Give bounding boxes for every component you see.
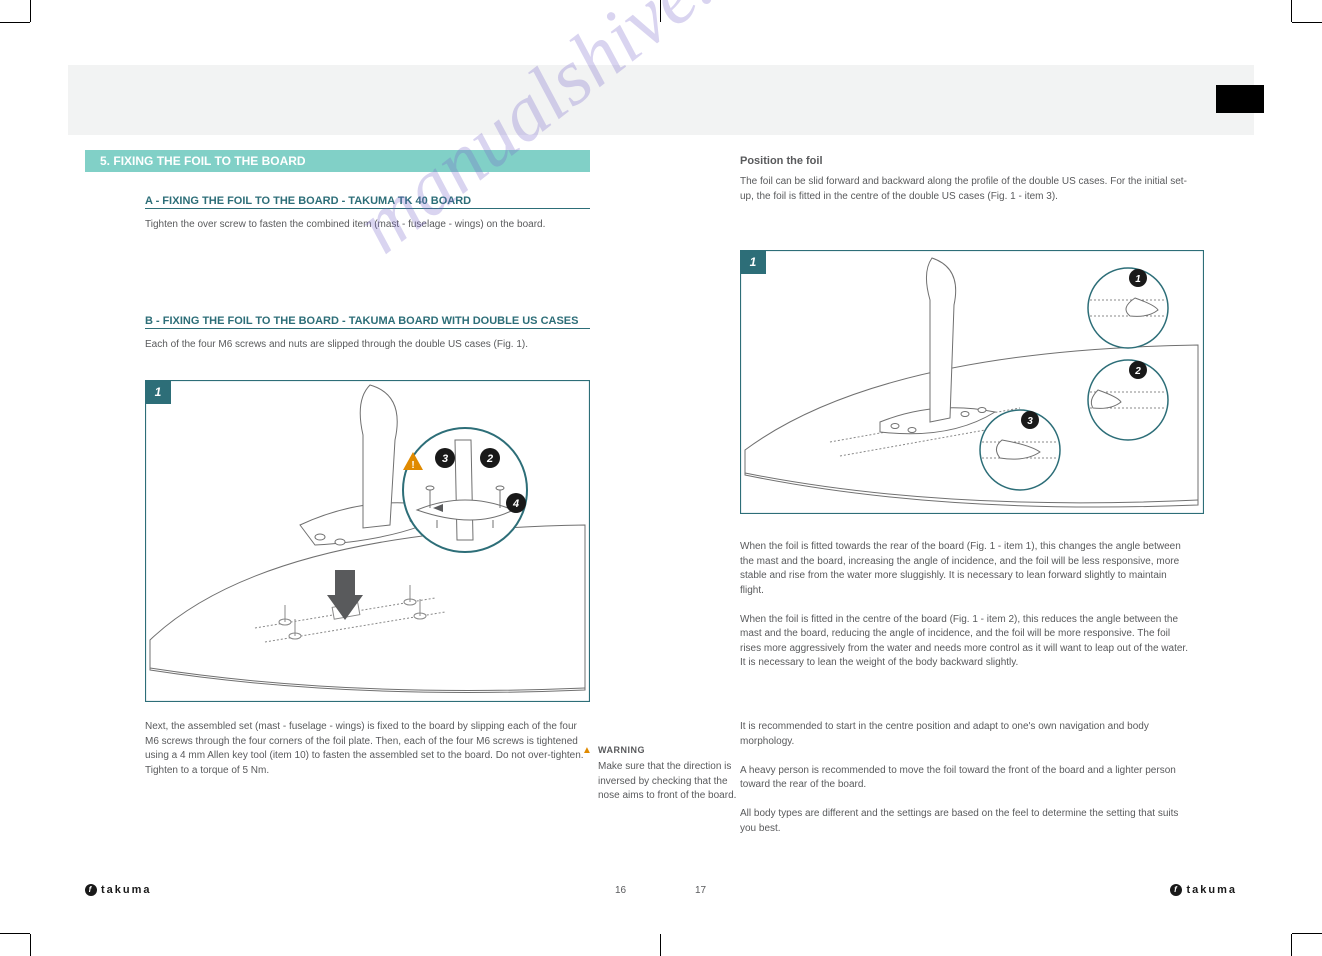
warning-body: Make sure that the direction is inversed… — [598, 760, 738, 804]
heading-b: B - FIXING THE FOIL TO THE BOARD - TAKUM… — [145, 315, 578, 327]
detail-1: 1 — [1088, 268, 1168, 348]
svg-text:4: 4 — [512, 498, 519, 510]
brand-text: takuma — [1186, 884, 1237, 896]
page-tab — [1216, 85, 1264, 113]
warning-label: WARNING — [598, 745, 645, 755]
body-a: Tighten the over screw to fasten the com… — [145, 218, 590, 233]
crop-mark — [30, 934, 31, 956]
manual-page-spread: 5. FIXING THE FOIL TO THE BOARD A - FIXI… — [0, 0, 1322, 956]
body-b: Each of the four M6 screws and nuts are … — [145, 338, 590, 353]
figure-1-right: 1 2 3 — [740, 250, 1204, 514]
crop-mark — [1292, 933, 1322, 934]
brand-icon: f — [85, 884, 97, 896]
svg-text:2: 2 — [1134, 366, 1141, 377]
section-title-text: FIXING THE FOIL TO THE BOARD — [113, 154, 305, 168]
detail-2: 2 — [1088, 360, 1168, 440]
right-body-1: The foil can be slid forward and backwar… — [740, 175, 1190, 204]
crop-mark — [660, 934, 661, 956]
svg-text:3: 3 — [442, 453, 448, 465]
crop-mark — [1291, 934, 1292, 956]
crop-mark — [0, 933, 30, 934]
crop-mark — [1292, 22, 1322, 23]
crop-mark — [1291, 0, 1292, 22]
brand-icon: f — [1170, 884, 1182, 896]
figure-1-right-number: 1 — [740, 250, 766, 274]
svg-text:3: 3 — [1027, 416, 1033, 427]
brand-logo-left: ftakuma — [85, 884, 152, 896]
page-number-left: 16 — [615, 885, 626, 896]
heading-a: A - FIXING THE FOIL TO THE BOARD - TAKUM… — [145, 195, 471, 207]
brand-text: takuma — [101, 884, 152, 896]
crop-mark — [0, 22, 30, 23]
warning-icon: ▲ — [582, 745, 592, 756]
svg-text:1: 1 — [1135, 274, 1141, 285]
right-body-2: When the foil is fitted towards the rear… — [740, 540, 1190, 671]
page-number-right: 17 — [695, 885, 706, 896]
section-number: 5. — [100, 154, 110, 168]
figure-1-left-number: 1 — [145, 380, 171, 404]
header-band — [68, 65, 1254, 135]
svg-text:!: ! — [411, 460, 414, 471]
figure-1-left: 3 2 4 ! — [145, 380, 590, 702]
svg-text:2: 2 — [486, 453, 493, 465]
crop-mark — [660, 0, 661, 22]
body-c: Next, the assembled set (mast - fuselage… — [145, 720, 590, 778]
heading-a-rule — [145, 208, 590, 209]
section-title: 5. FIXING THE FOIL TO THE BOARD — [100, 150, 306, 172]
right-heading: Position the foil — [740, 155, 823, 167]
right-body-3: It is recommended to start in the centre… — [740, 720, 1190, 836]
brand-logo-right: ftakuma — [1170, 884, 1237, 896]
crop-mark — [30, 0, 31, 22]
detail-3: 3 — [980, 410, 1060, 490]
heading-b-rule — [145, 328, 590, 329]
